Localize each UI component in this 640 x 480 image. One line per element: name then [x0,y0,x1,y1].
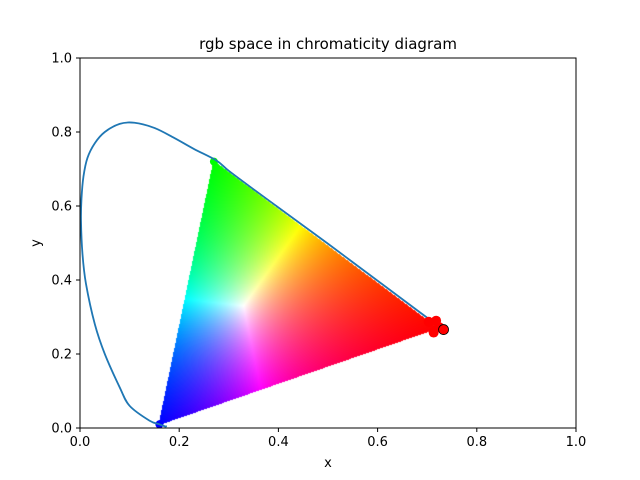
y-tick-label: 0.0 [51,422,72,437]
spectral-locus-line [80,121,446,428]
y-axis-ticks: 0.0 0.2 0.4 0.6 0.8 1.0 [51,52,80,437]
red-points [423,315,449,338]
y-tick-label: 0.6 [51,200,72,215]
x-tick-label: 0.0 [70,435,91,450]
x-tick-label: 1.0 [566,435,587,450]
x-tick-label: 0.8 [466,435,487,450]
x-axis-ticks: 0.0 0.2 0.4 0.6 0.8 1.0 [70,428,587,450]
red-point [423,316,434,327]
y-tick-label: 0.8 [51,126,72,141]
red-point [431,315,442,326]
red-point [438,324,449,335]
x-tick-label: 0.2 [169,435,190,450]
y-tick-label: 1.0 [51,52,72,67]
y-tick-label: 0.2 [51,348,72,363]
y-tick-label: 0.4 [51,274,72,289]
gamut-raster [158,160,439,426]
spectral-locus [80,121,446,428]
x-axis-label: x [324,456,332,471]
rgb-gamut [155,157,442,428]
chart-title: rgb space in chromaticity diagram [199,35,457,53]
red-point [428,327,439,338]
x-tick-label: 0.4 [268,435,289,450]
plot-frame [79,57,577,429]
x-tick-label: 0.6 [367,435,388,450]
y-axis-label: y [29,239,44,247]
